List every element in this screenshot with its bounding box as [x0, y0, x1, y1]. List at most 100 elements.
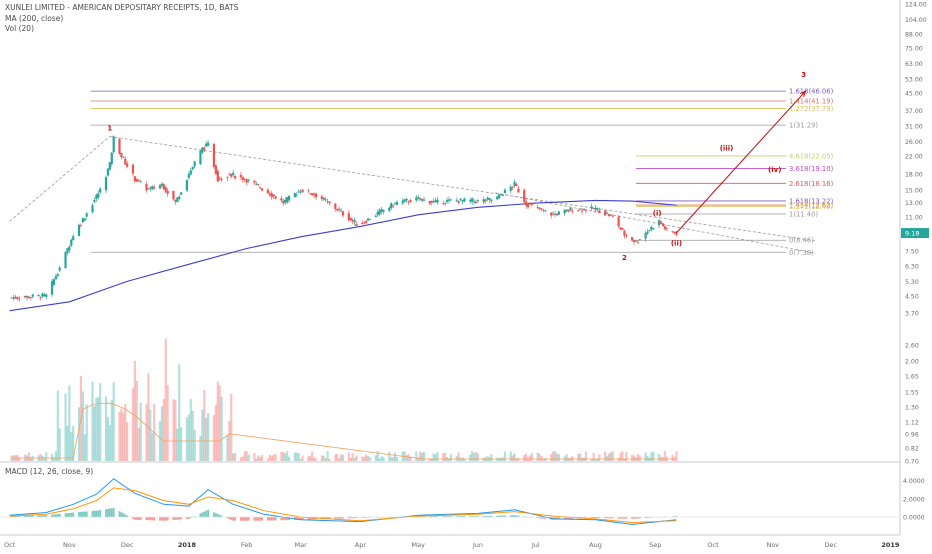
candle-body: [401, 200, 404, 204]
macd-histogram-bar: [536, 517, 539, 518]
volume-bar: [241, 456, 244, 461]
candle-body: [447, 199, 451, 201]
macd-histogram-bar: [637, 517, 639, 519]
volume-bar: [607, 453, 611, 461]
price-candle: [282, 199, 285, 206]
candle-body: [234, 176, 237, 179]
macd-histogram-bar: [473, 516, 475, 518]
macd-histogram-bar: [301, 517, 304, 520]
price-candle: [482, 196, 485, 205]
wave-label: (iv): [768, 166, 781, 174]
macd-histogram-bar: [617, 517, 620, 519]
price-tick-label: 15.00: [905, 187, 923, 194]
volume-bar: [68, 385, 71, 461]
volume-bar: [247, 454, 250, 461]
price-candle: [228, 172, 231, 176]
macd-histogram-bar: [342, 517, 344, 519]
ma-legend: MA (200, close): [5, 14, 64, 23]
macd-histogram-bar: [606, 517, 608, 519]
candle-body: [232, 172, 235, 175]
candle-body: [536, 207, 539, 208]
macd-histogram-bar: [490, 515, 493, 518]
fib-level-label: 1.272(12.40): [789, 203, 834, 211]
macd-histogram-bar: [475, 516, 477, 518]
candle-body: [120, 152, 123, 158]
macd-histogram-bar: [261, 517, 263, 521]
volume-bar: [52, 457, 56, 461]
candle-body: [295, 194, 298, 196]
volume-bar: [515, 458, 518, 461]
price-candle: [314, 193, 318, 200]
price-candle: [442, 200, 445, 205]
macd-tick-label: 4.0000: [903, 478, 925, 485]
volume-bar: [650, 452, 653, 461]
candle-body: [567, 209, 570, 212]
price-candle: [324, 196, 327, 202]
price-candle: [180, 192, 183, 196]
price-tick-label: 88.00: [905, 32, 923, 39]
price-candle: [673, 231, 676, 235]
macd-histogram-bar: [29, 515, 32, 518]
candle-body: [280, 198, 283, 201]
volume-bar: [83, 434, 86, 461]
macd-histogram-bar: [608, 517, 610, 519]
volume-bar: [355, 455, 358, 461]
price-candle: [50, 278, 54, 297]
macd-histogram-bar: [268, 517, 271, 521]
fib-level-label: 1(31.29): [789, 122, 818, 130]
candle-body: [619, 227, 622, 230]
volume-bar: [609, 452, 613, 461]
macd-histogram-bar: [51, 514, 53, 518]
macd-histogram-bar: [164, 517, 167, 521]
candle-body: [634, 240, 638, 242]
candle-body: [365, 221, 368, 224]
volume-bar: [536, 452, 539, 461]
price-candle: [515, 182, 518, 187]
candle-body: [584, 209, 587, 211]
volume-bar: [295, 452, 298, 461]
price-candle: [56, 272, 59, 278]
volume-bar: [160, 406, 163, 461]
macd-histogram-bar: [309, 517, 312, 520]
macd-histogram-bar: [10, 516, 13, 518]
volume-bar: [124, 403, 127, 461]
volume-bar: [255, 458, 258, 461]
volume-bar: [226, 435, 229, 461]
volume-bar: [280, 452, 283, 461]
price-candle: [25, 295, 29, 301]
candle-body: [23, 296, 27, 298]
price-candle: [390, 201, 393, 210]
macd-histogram-bar: [14, 515, 17, 518]
candle-body: [675, 231, 678, 235]
macd-histogram-bar: [355, 517, 358, 519]
price-tick-label: 13.00: [905, 200, 923, 207]
price-candle: [201, 147, 204, 155]
candle-body: [380, 209, 383, 212]
volume-bar: [243, 451, 246, 461]
macd-histogram-bar: [12, 516, 15, 518]
fib-level-label: 1.272(37.79): [789, 105, 834, 113]
price-candle: [363, 221, 366, 225]
price-candle: [457, 200, 460, 205]
price-candle: [27, 295, 31, 299]
price-candle: [401, 198, 404, 205]
volume-bar: [336, 453, 339, 461]
macd-histogram-bar: [644, 517, 647, 519]
macd-histogram-bar: [193, 516, 196, 518]
price-candle: [23, 295, 27, 299]
price-candle: [185, 179, 189, 192]
candle-body: [72, 236, 75, 241]
candle-body: [563, 209, 566, 214]
macd-histogram-bar: [66, 513, 69, 518]
volume-bar: [93, 406, 96, 461]
price-candle: [145, 181, 148, 193]
macd-histogram-bar: [351, 517, 354, 519]
price-candle: [503, 188, 507, 194]
price-candle: [472, 198, 476, 206]
macd-histogram-bar: [423, 516, 425, 518]
time-tick-label: 2019: [881, 541, 900, 549]
price-candle: [95, 193, 98, 202]
price-candle: [528, 202, 532, 205]
volume-bar: [91, 381, 94, 461]
